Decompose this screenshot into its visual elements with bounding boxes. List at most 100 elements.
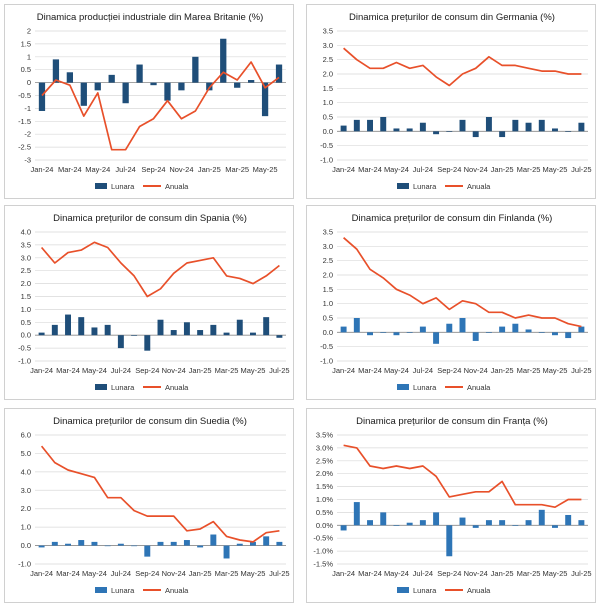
bar-lunara	[210, 324, 217, 336]
bar-lunara	[578, 520, 585, 526]
bar-lunara	[248, 80, 255, 83]
line-anuala	[343, 237, 582, 328]
chart-title: Dinamica prețurilor de consum din Spania…	[53, 213, 247, 224]
legend-swatch-lunara	[397, 587, 409, 593]
bar-lunara	[538, 509, 545, 526]
y-tick-label: 1.5%	[316, 482, 333, 491]
x-tick-label: Nov-24	[169, 165, 193, 174]
bar-lunara	[459, 517, 466, 526]
bar-lunara	[393, 128, 400, 132]
y-tick-label: 3.0	[21, 253, 31, 262]
bar-lunara	[512, 323, 519, 333]
y-tick-label: 2.0	[323, 271, 333, 280]
x-tick-label: Jan-24	[30, 569, 53, 578]
x-tick-label: Jan-25	[189, 366, 212, 375]
y-tick-label: 2.5%	[316, 456, 333, 465]
bar-lunara	[183, 322, 190, 336]
y-tick-label: 6.0	[21, 431, 31, 440]
x-tick-label: Jul-24	[111, 569, 131, 578]
bar-lunara	[406, 522, 413, 526]
chart-title: Dinamica prețurilor de consum din German…	[349, 12, 555, 23]
bar-lunara	[499, 326, 506, 333]
bar-lunara	[52, 59, 60, 83]
y-tick-label: 2.5	[323, 256, 333, 265]
bar-lunara	[552, 525, 558, 528]
bar-lunara	[91, 541, 98, 546]
chart-panel-sweden-cpi: Dinamica prețurilor de consum din Suedia…	[4, 408, 294, 603]
y-tick-label: 1.0	[323, 98, 333, 107]
x-tick-label: May-24	[85, 165, 110, 174]
bar-lunara	[472, 131, 479, 138]
y-tick-label: 0.0	[21, 541, 31, 550]
bar-lunara	[419, 122, 426, 132]
bar-lunara	[446, 323, 453, 333]
bar-lunara	[197, 545, 204, 548]
y-tick-label: 3.0%	[316, 443, 333, 452]
bar-lunara	[263, 536, 270, 546]
bar-lunara	[80, 82, 87, 106]
y-tick-label: 3.0	[323, 242, 333, 251]
bar-lunara	[380, 332, 387, 333]
legend-label-lunara: Lunara	[413, 586, 437, 595]
y-tick-label: 0.0	[21, 331, 31, 340]
x-tick-label: Jul-25	[571, 165, 591, 174]
y-tick-label: 1.0	[21, 523, 31, 532]
bar-lunara	[367, 332, 373, 336]
bar-lunara	[192, 56, 199, 83]
bar-lunara	[485, 520, 492, 526]
chart-title: Dinamica prețurilor de consum din Suedia…	[53, 416, 247, 427]
y-tick-label: -0.5	[320, 342, 333, 351]
y-tick-label: 0.5	[323, 314, 333, 323]
bar-lunara	[178, 82, 185, 91]
y-tick-label: 2.5	[323, 55, 333, 64]
x-tick-label: Mar-25	[215, 569, 239, 578]
bar-lunara	[170, 541, 177, 546]
y-tick-label: -1	[24, 104, 31, 113]
bar-lunara	[353, 318, 360, 333]
chart-panel-france-cpi: Dinamica prețurilor de consum din Franța…	[306, 408, 596, 603]
bar-lunara	[353, 119, 360, 132]
bar-lunara	[433, 332, 440, 344]
x-tick-label: Nov-24	[162, 366, 186, 375]
bar-lunara	[419, 520, 426, 526]
legend-label-anuala: Anuala	[165, 383, 189, 392]
x-tick-label: Jan-24	[332, 569, 355, 578]
chart-svg: Dinamica prețurilor de consum din Finlan…	[320, 213, 592, 392]
bar-lunara	[170, 330, 177, 336]
y-tick-label: 2	[27, 27, 31, 36]
bar-lunara	[367, 520, 373, 526]
y-tick-label: 3.0	[323, 41, 333, 50]
bar-lunara	[459, 119, 466, 132]
x-tick-label: Jan-24	[332, 165, 355, 174]
x-tick-label: Mar-24	[58, 165, 82, 174]
legend-swatch-lunara	[95, 384, 107, 390]
bar-lunara	[65, 543, 71, 546]
bar-lunara	[144, 545, 151, 557]
bar-lunara	[380, 512, 387, 526]
bar-lunara	[157, 319, 164, 336]
legend-label-anuala: Anuala	[467, 586, 491, 595]
y-tick-label: -1.5%	[313, 560, 333, 569]
x-tick-label: Sep-24	[135, 366, 159, 375]
x-tick-label: May-25	[542, 366, 567, 375]
chart-panel-spain-cpi: Dinamica prețurilor de consum din Spania…	[4, 205, 294, 400]
legend-label-anuala: Anuala	[165, 586, 189, 595]
chart-title: Dinamica prețurilor de consum din Franța…	[356, 416, 548, 427]
y-tick-label: -1.0%	[313, 547, 333, 556]
bar-lunara	[340, 326, 347, 333]
y-tick-label: -0.5%	[313, 534, 333, 543]
bar-lunara	[525, 329, 532, 333]
y-tick-label: 3.5%	[316, 431, 333, 440]
y-tick-label: 3.5	[323, 228, 333, 237]
chart-title: Dinamica producției industriale din Mare…	[37, 12, 264, 23]
bar-lunara	[236, 543, 243, 546]
bar-lunara	[353, 502, 360, 526]
bar-lunara	[51, 541, 58, 546]
bar-lunara	[144, 335, 151, 351]
x-tick-label: May-24	[384, 165, 409, 174]
y-tick-label: 0.0%	[316, 521, 333, 530]
x-tick-label: Jul-24	[111, 366, 131, 375]
bar-lunara	[538, 332, 545, 333]
bar-lunara	[183, 540, 190, 546]
legend-swatch-lunara	[95, 587, 107, 593]
